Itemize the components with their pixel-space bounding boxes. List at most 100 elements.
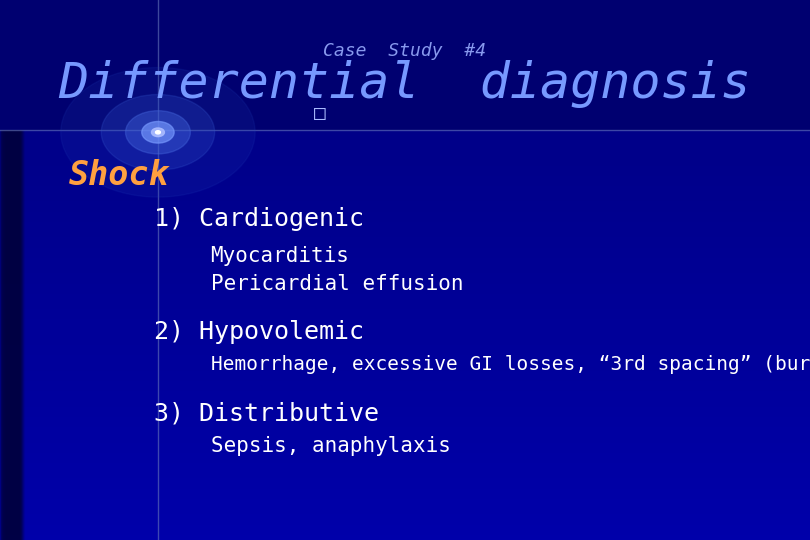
Bar — [0, 217, 810, 222]
Text: Myocarditis: Myocarditis — [211, 246, 349, 267]
Circle shape — [156, 131, 160, 134]
Bar — [0, 345, 810, 350]
Bar — [0, 284, 810, 288]
Circle shape — [61, 68, 255, 197]
Text: 3) Distributive: 3) Distributive — [154, 401, 379, 425]
Bar — [0, 422, 810, 427]
Text: 1) Cardiogenic: 1) Cardiogenic — [154, 207, 364, 231]
Bar — [0, 366, 810, 370]
Bar — [0, 494, 810, 499]
Bar — [0, 155, 810, 160]
Bar — [0, 325, 810, 329]
Bar — [0, 294, 810, 299]
Bar — [0, 530, 810, 535]
Bar — [0, 130, 20, 540]
Bar — [0, 509, 810, 514]
Bar — [0, 468, 810, 473]
Text: Shock: Shock — [69, 159, 169, 192]
Bar — [0, 473, 810, 478]
Bar — [0, 145, 810, 150]
Bar — [0, 319, 810, 325]
Text: Case  Study  #4: Case Study #4 — [323, 42, 487, 60]
Circle shape — [101, 94, 215, 170]
Text: Hemorrhage, excessive GI losses, “3rd spacing” (burns, sepsis): Hemorrhage, excessive GI losses, “3rd sp… — [211, 355, 810, 374]
Bar — [4, 130, 24, 540]
Bar — [0, 253, 810, 258]
Bar — [0, 514, 810, 519]
Bar — [0, 258, 810, 263]
Bar — [0, 443, 810, 448]
Bar — [0, 222, 810, 227]
Bar — [0, 370, 810, 376]
Bar — [0, 314, 810, 320]
Bar — [0, 227, 810, 232]
Bar — [0, 279, 810, 284]
Bar — [0, 268, 810, 273]
Bar — [0, 407, 810, 411]
Bar — [0, 484, 810, 489]
Bar — [0, 478, 810, 484]
Bar — [0, 386, 810, 391]
Bar — [0, 489, 810, 494]
Bar — [0, 499, 810, 504]
Bar — [0, 197, 810, 201]
Bar — [0, 309, 810, 314]
Bar — [0, 453, 810, 458]
Bar — [0, 350, 810, 355]
Bar — [0, 381, 810, 386]
Bar — [5, 130, 25, 540]
Bar — [0, 206, 810, 212]
Bar — [0, 171, 810, 176]
Bar — [0, 150, 810, 156]
Bar — [0, 299, 810, 304]
Bar — [0, 273, 810, 279]
Bar — [0, 232, 810, 238]
Bar — [0, 247, 810, 253]
Text: □: □ — [314, 104, 326, 123]
Bar — [0, 361, 810, 366]
Bar — [0, 140, 810, 145]
Circle shape — [142, 122, 174, 143]
Text: Sepsis, anaphylaxis: Sepsis, anaphylaxis — [211, 435, 450, 456]
Bar — [3, 130, 23, 540]
Circle shape — [151, 128, 164, 137]
Text: Pericardial effusion: Pericardial effusion — [211, 273, 463, 294]
Bar — [0, 135, 810, 140]
Bar — [0, 335, 810, 340]
Bar — [0, 448, 810, 453]
Bar — [0, 427, 810, 432]
Bar — [2, 130, 23, 540]
Bar — [0, 463, 810, 468]
Bar — [0, 355, 810, 361]
Circle shape — [126, 111, 190, 154]
Bar — [0, 432, 810, 437]
Bar — [0, 340, 810, 345]
Bar — [2, 130, 22, 540]
Bar — [0, 519, 810, 525]
Bar — [0, 458, 810, 463]
Bar — [0, 437, 810, 443]
Bar — [3, 130, 23, 540]
Bar — [6, 130, 26, 540]
Bar — [1, 130, 21, 540]
Bar — [0, 160, 810, 165]
Bar — [0, 417, 810, 422]
Bar — [0, 288, 810, 294]
Bar — [0, 504, 810, 509]
Bar — [0, 401, 810, 407]
Bar — [0, 201, 810, 206]
Bar — [0, 535, 810, 540]
Bar — [0, 242, 810, 247]
Bar — [0, 304, 810, 309]
Bar — [0, 238, 810, 242]
Bar — [0, 396, 810, 402]
Bar — [0, 186, 810, 191]
Bar — [0, 165, 810, 171]
Text: Differential  diagnosis: Differential diagnosis — [58, 60, 752, 107]
Bar — [0, 263, 810, 268]
Bar — [0, 391, 810, 396]
Bar — [0, 191, 810, 196]
Bar — [0, 411, 810, 417]
Bar — [5, 130, 25, 540]
Bar — [1, 130, 21, 540]
